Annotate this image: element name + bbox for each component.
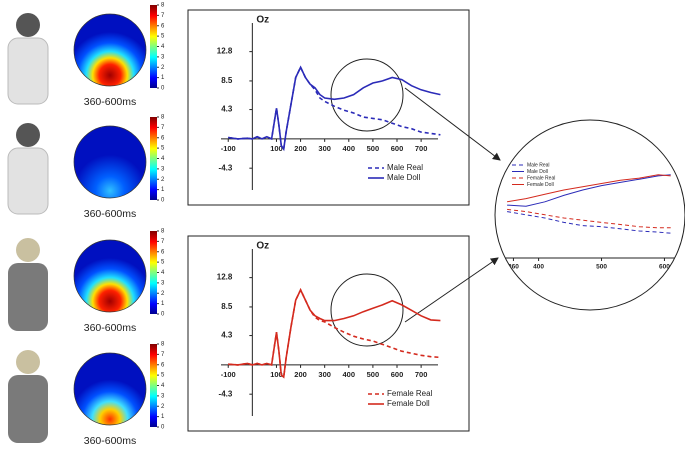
colorbar-tick-label: 6 bbox=[161, 362, 165, 368]
photo bbox=[7, 13, 49, 443]
x-tick-label: 100 bbox=[270, 144, 283, 153]
x-tick-label: 400 bbox=[533, 264, 544, 271]
colorbar-tick-label: 1 bbox=[161, 75, 165, 81]
legend-label: Female Doll bbox=[387, 399, 430, 408]
legend-label: Female Real bbox=[387, 389, 433, 398]
x-tick-label: 300 bbox=[318, 370, 331, 379]
legend-label: Female Doll bbox=[527, 182, 554, 188]
time-window-label: 360-600ms bbox=[84, 96, 137, 108]
chart-title: Oz bbox=[256, 15, 269, 26]
x-tick-label: 360 bbox=[508, 264, 519, 271]
colorbar-tick-label: 0 bbox=[161, 312, 165, 318]
colorbar-tick-label: 3 bbox=[161, 280, 165, 286]
y-tick-label: -4.3 bbox=[219, 389, 233, 398]
x-tick-label: 400 bbox=[343, 144, 356, 153]
x-tick-label: 600 bbox=[391, 144, 404, 153]
x-tick-label: 400 bbox=[343, 370, 356, 379]
x-tick-label: -100 bbox=[221, 144, 236, 153]
x-tick-label: 500 bbox=[367, 370, 380, 379]
x-tick-label: 500 bbox=[596, 264, 607, 271]
colorbar-tick-label: 2 bbox=[161, 65, 165, 71]
colorbar-tick-label: 0 bbox=[161, 425, 165, 431]
colorbar-tick-label: 5 bbox=[161, 34, 165, 40]
colorbar-tick-label: 6 bbox=[161, 249, 165, 255]
x-tick-label: 500 bbox=[367, 144, 380, 153]
colorbar bbox=[150, 344, 157, 427]
colorbar-tick-label: 7 bbox=[161, 13, 165, 19]
colorbar bbox=[150, 117, 157, 200]
colorbar-tick-label: 8 bbox=[161, 229, 165, 235]
arrow bbox=[404, 87, 501, 161]
y-tick-label: 4.3 bbox=[221, 105, 233, 114]
colorbar-tick-label: 3 bbox=[161, 393, 165, 399]
highlight-circle bbox=[330, 58, 404, 132]
y-tick-label: 8.5 bbox=[221, 76, 233, 85]
colorbar-tick-label: 6 bbox=[161, 135, 165, 141]
legend-label: Female Real bbox=[527, 175, 555, 181]
colorbar-tick-label: 0 bbox=[161, 86, 165, 92]
legend-label: Male Real bbox=[527, 162, 550, 168]
legend-label: Male Doll bbox=[387, 173, 421, 182]
legend-label: Male Doll bbox=[527, 169, 548, 175]
series-line bbox=[228, 65, 441, 152]
colorbar-tick-label: 7 bbox=[161, 125, 165, 131]
y-tick-label: -4.3 bbox=[219, 163, 233, 172]
x-tick-label: 600 bbox=[391, 370, 404, 379]
colorbar-tick-label: 1 bbox=[161, 187, 165, 193]
time-window-label: 360-600ms bbox=[84, 322, 137, 334]
colorbar-tick-label: 8 bbox=[161, 3, 165, 9]
colorbar-tick-label: 2 bbox=[161, 177, 165, 183]
highlight-circle bbox=[330, 273, 404, 347]
colorbar-tick-label: 5 bbox=[161, 260, 165, 266]
x-tick-label: -100 bbox=[221, 370, 236, 379]
colorbar-tick-label: 8 bbox=[161, 115, 165, 121]
zoom-circle bbox=[494, 119, 685, 311]
x-tick-label: 200 bbox=[294, 144, 307, 153]
colorbar-tick-label: 7 bbox=[161, 239, 165, 245]
series-line bbox=[507, 211, 671, 234]
colorbar-tick-label: 4 bbox=[161, 44, 165, 50]
colorbar-tick-label: 0 bbox=[161, 198, 165, 204]
topomap bbox=[73, 13, 147, 426]
x-tick-label: 700 bbox=[415, 370, 428, 379]
colorbar-tick-label: 3 bbox=[161, 54, 165, 60]
colorbar-tick-label: 6 bbox=[161, 23, 165, 29]
chart-frame bbox=[187, 9, 470, 206]
colorbar-tick-label: 4 bbox=[161, 156, 165, 162]
arrow bbox=[404, 257, 499, 323]
colorbar-tick-label: 2 bbox=[161, 404, 165, 410]
colorbar-tick-label: 5 bbox=[161, 146, 165, 152]
colorbar bbox=[150, 231, 157, 314]
colorbar-tick-label: 4 bbox=[161, 383, 165, 389]
chart-frame bbox=[187, 235, 470, 432]
colorbar-tick-label: 3 bbox=[161, 166, 165, 172]
legend-label: Male Real bbox=[387, 163, 423, 172]
time-window-label: 360-600ms bbox=[84, 435, 137, 446]
y-tick-label: 12.8 bbox=[217, 273, 233, 282]
series-line bbox=[228, 288, 441, 379]
x-tick-label: 700 bbox=[415, 144, 428, 153]
x-tick-label: 600 bbox=[659, 264, 670, 271]
colorbar-tick-label: 4 bbox=[161, 270, 165, 276]
x-tick-label: 200 bbox=[294, 370, 307, 379]
colorbar-tick-label: 2 bbox=[161, 291, 165, 297]
series-line bbox=[507, 208, 671, 229]
y-tick-label: 8.5 bbox=[221, 302, 233, 311]
series-line bbox=[507, 174, 671, 207]
x-tick-label: 300 bbox=[318, 144, 331, 153]
colorbar bbox=[150, 5, 157, 88]
time-window-label: 360-600ms bbox=[84, 208, 137, 220]
colorbar-tick-label: 8 bbox=[161, 342, 165, 348]
series-line bbox=[507, 174, 671, 203]
x-tick-label: 100 bbox=[270, 370, 283, 379]
colorbar-tick-label: 1 bbox=[161, 301, 165, 307]
chart-title: Oz bbox=[256, 241, 269, 252]
colorbar-tick-label: 1 bbox=[161, 414, 165, 420]
y-tick-label: 12.8 bbox=[217, 47, 233, 56]
colorbar-tick-label: 5 bbox=[161, 373, 165, 379]
colorbar-tick-label: 7 bbox=[161, 352, 165, 358]
y-tick-label: 4.3 bbox=[221, 331, 233, 340]
